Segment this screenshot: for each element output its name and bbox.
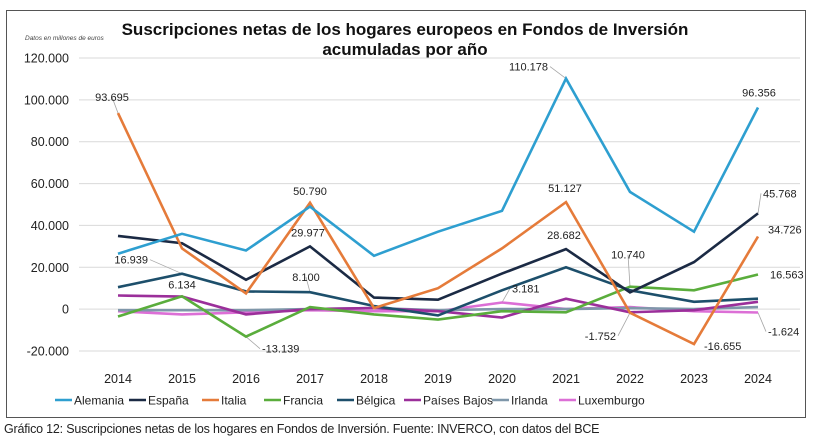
x-tick-label: 2022	[616, 372, 644, 386]
leader-line	[617, 312, 631, 336]
data-label: 93.695	[95, 92, 129, 104]
legend-label: España	[148, 394, 189, 408]
legend-item-alemania: Alemania	[55, 394, 124, 408]
legend-item-francia: Francia	[264, 394, 323, 408]
data-label: -13.139	[262, 344, 299, 356]
x-axis: 2014 2015 2016 2017 2018 2019 2020 2021 2022 2023…	[104, 372, 772, 386]
legend-label: Francia	[283, 394, 323, 408]
x-tick-label: 2018	[360, 372, 388, 386]
data-label: 10.740	[611, 250, 645, 262]
data-label: 16.563	[770, 269, 804, 281]
y-axis: -20.000 0 20.000 40.000 60.000 80.000 100.000 1…	[24, 52, 69, 359]
data-label: 34.726	[768, 224, 802, 236]
units-note: Datos en millones de euros	[25, 35, 105, 42]
legend-item-paises-bajos: Países Bajos	[404, 394, 493, 408]
leader-line	[245, 336, 261, 349]
legend-item-espana: España	[129, 394, 189, 408]
data-labels: 93.695 16.939 6.134 -13.139 50.790 29.977 8.10…	[95, 62, 803, 356]
leader-line	[757, 193, 762, 214]
figure-caption: Gráfico 12: Suscripciones netas de los h…	[4, 422, 600, 436]
data-label: 6.134	[168, 279, 196, 291]
data-label: 45.768	[763, 188, 797, 200]
chart-title: Suscripciones netas de los hogares europ…	[122, 20, 689, 39]
series-line-francia	[117, 273, 759, 339]
leader-line	[757, 312, 767, 332]
data-label: -1.752	[585, 331, 616, 343]
x-tick-label: 2014	[104, 372, 132, 386]
y-tick-label: 80.000	[31, 135, 69, 149]
legend-item-belgica: Bélgica	[337, 394, 396, 408]
y-tick-label: 20.000	[31, 261, 69, 275]
y-tick-label: 120.000	[24, 52, 69, 66]
x-tick-label: 2016	[232, 372, 260, 386]
x-tick-label: 2017	[296, 372, 324, 386]
chart-frame: Suscripciones netas de los hogares europ…	[6, 10, 806, 418]
data-label: -1.624	[768, 327, 799, 339]
data-label: 8.100	[292, 272, 320, 284]
legend-label: Bélgica	[356, 394, 396, 408]
legend-label: Italia	[221, 394, 247, 408]
data-label: 51.127	[548, 183, 582, 195]
series-line-paises-bajos	[117, 294, 759, 319]
chart-subtitle: acumuladas por año	[322, 40, 487, 59]
series-lines	[116, 75, 760, 346]
x-tick-label: 2019	[424, 372, 452, 386]
legend-item-irlanda: Irlanda	[492, 394, 548, 408]
x-tick-label: 2024	[744, 372, 772, 386]
data-label: 16.939	[114, 255, 148, 267]
label-leaders	[111, 66, 767, 349]
legend-label: Países Bajos	[423, 394, 493, 408]
data-label: 96.356	[742, 87, 776, 99]
series-line-belgica	[117, 265, 759, 317]
series-line-alemania	[117, 75, 760, 258]
data-label: 28.682	[547, 230, 581, 242]
data-label: 29.977	[291, 227, 325, 239]
leader-line	[627, 254, 631, 287]
leader-line	[305, 277, 311, 293]
x-tick-label: 2023	[680, 372, 708, 386]
data-label: 110.178	[509, 62, 548, 74]
line-chart: Suscripciones netas de los hogares europ…	[24, 20, 804, 408]
series-line-italia	[116, 112, 760, 346]
x-tick-label: 2020	[488, 372, 516, 386]
data-label: -16.655	[704, 341, 741, 353]
leader-line	[501, 288, 511, 303]
y-tick-label: 100.000	[24, 93, 69, 107]
legend-item-luxemburgo: Luxemburgo	[559, 394, 645, 408]
legend-label: Luxemburgo	[578, 394, 645, 408]
x-tick-label: 2021	[552, 372, 580, 386]
y-tick-label: -20.000	[27, 345, 69, 359]
legend-label: Alemania	[74, 394, 124, 408]
series-line-espana	[117, 212, 759, 302]
x-tick-label: 2015	[168, 372, 196, 386]
leader-line	[149, 259, 183, 275]
data-label: 3.181	[512, 283, 540, 295]
legend-label: Irlanda	[511, 394, 548, 408]
gridlines	[79, 57, 800, 352]
leader-line	[111, 96, 119, 114]
leader-line	[549, 66, 567, 79]
y-tick-label: 0	[62, 303, 69, 317]
legend: Alemania España Italia Francia Bélgica Países…	[55, 394, 645, 408]
data-label: 50.790	[293, 186, 327, 198]
y-tick-label: 40.000	[31, 219, 69, 233]
legend-item-italia: Italia	[202, 394, 247, 408]
y-tick-label: 60.000	[31, 177, 69, 191]
